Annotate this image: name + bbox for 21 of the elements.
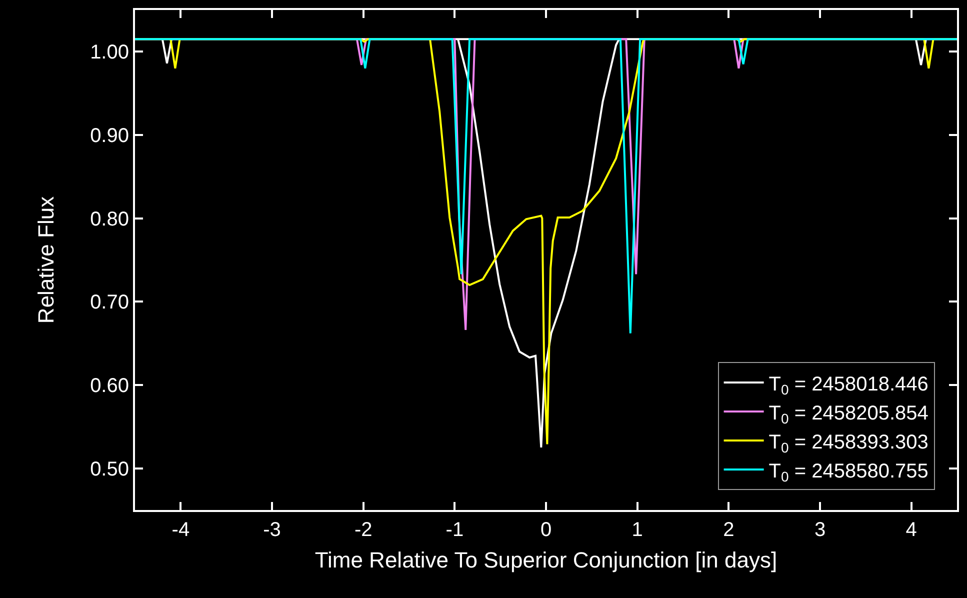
y-axis-title: Relative Flux <box>33 196 58 324</box>
x-tick-label: 4 <box>906 519 917 541</box>
y-tick-label: 0.90 <box>90 125 129 147</box>
y-tick-label: 0.80 <box>90 208 129 230</box>
legend-label: T$_{0}$ = 2458580.755 <box>768 460 928 484</box>
y-tick-label: 0.50 <box>90 458 129 480</box>
legend-label: T$_{0}$ = 2458393.303 <box>768 431 928 456</box>
x-tick-label: -3 <box>263 519 281 541</box>
legend-label: T$_{0}$ = 2458205.854 <box>768 402 928 426</box>
x-tick-label: -2 <box>354 519 372 541</box>
legend-label: T$_{0}$ = 2458018.446 <box>768 373 928 398</box>
x-tick-label: 2 <box>723 519 734 541</box>
x-tick-label: -4 <box>172 519 190 541</box>
x-axis-title: Time Relative To Superior Conjunction [in days] <box>314 547 778 572</box>
x-tick-label: 0 <box>540 519 552 541</box>
y-tick-label: 1.00 <box>90 42 129 64</box>
y-tick-label: 0.60 <box>90 375 129 397</box>
x-tick-label: 1 <box>632 519 643 541</box>
y-tick-label: 0.70 <box>90 292 129 314</box>
x-tick-label: -1 <box>446 519 464 541</box>
x-tick-label: 3 <box>814 519 826 541</box>
